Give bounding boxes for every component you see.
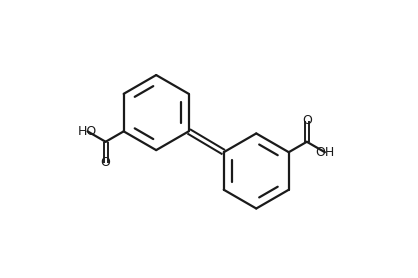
- Text: O: O: [302, 115, 312, 127]
- Text: OH: OH: [315, 146, 334, 159]
- Text: HO: HO: [78, 125, 97, 138]
- Text: O: O: [101, 156, 110, 169]
